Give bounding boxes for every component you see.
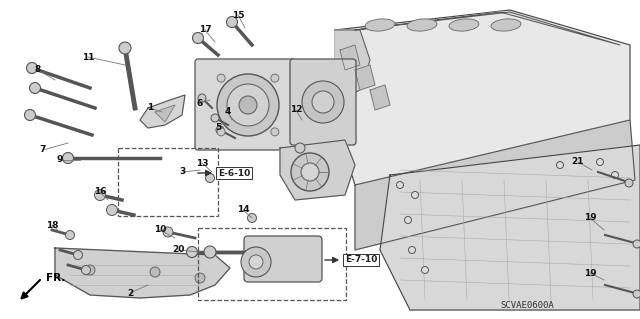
Ellipse shape	[365, 19, 395, 31]
Text: 17: 17	[198, 26, 211, 34]
Circle shape	[193, 33, 204, 43]
Text: 10: 10	[154, 226, 166, 234]
Polygon shape	[355, 65, 375, 90]
Ellipse shape	[227, 84, 269, 126]
Circle shape	[217, 74, 225, 82]
Ellipse shape	[312, 91, 334, 113]
Circle shape	[408, 247, 415, 254]
Text: 19: 19	[584, 213, 596, 222]
Text: 1: 1	[147, 103, 153, 113]
Ellipse shape	[302, 81, 344, 123]
Circle shape	[119, 42, 131, 54]
Text: 18: 18	[45, 220, 58, 229]
Text: 14: 14	[237, 205, 250, 214]
FancyBboxPatch shape	[195, 59, 296, 150]
Text: 13: 13	[196, 159, 208, 167]
Text: 15: 15	[232, 11, 244, 19]
Circle shape	[205, 174, 214, 182]
Text: 12: 12	[290, 106, 302, 115]
Ellipse shape	[491, 19, 521, 31]
Polygon shape	[335, 30, 370, 120]
Ellipse shape	[449, 19, 479, 31]
Circle shape	[633, 240, 640, 248]
Text: 11: 11	[82, 53, 94, 62]
Circle shape	[195, 273, 205, 283]
Circle shape	[26, 63, 38, 73]
Circle shape	[163, 227, 173, 237]
Circle shape	[186, 247, 198, 257]
Circle shape	[633, 290, 640, 298]
Text: 5: 5	[215, 122, 221, 131]
Circle shape	[95, 189, 106, 201]
FancyBboxPatch shape	[290, 59, 356, 145]
Text: SCVAE0600A: SCVAE0600A	[500, 300, 554, 309]
Text: 4: 4	[225, 108, 231, 116]
Polygon shape	[335, 10, 630, 185]
Circle shape	[74, 250, 83, 259]
Bar	[118, 148, 218, 216]
Ellipse shape	[407, 19, 437, 31]
Circle shape	[204, 246, 216, 258]
Circle shape	[216, 126, 224, 134]
Text: 6: 6	[197, 99, 203, 108]
Ellipse shape	[301, 163, 319, 181]
Circle shape	[397, 182, 403, 189]
Circle shape	[271, 74, 279, 82]
Text: 3: 3	[180, 167, 186, 176]
Circle shape	[241, 247, 271, 277]
Circle shape	[557, 161, 563, 168]
Text: 8: 8	[35, 65, 41, 75]
Text: 9: 9	[57, 155, 63, 165]
Ellipse shape	[291, 153, 329, 191]
Circle shape	[412, 191, 419, 198]
Polygon shape	[370, 85, 390, 110]
Circle shape	[625, 179, 633, 187]
Circle shape	[65, 231, 74, 240]
Circle shape	[227, 17, 237, 27]
Text: 21: 21	[572, 158, 584, 167]
Circle shape	[249, 255, 263, 269]
Text: FR.: FR.	[46, 273, 65, 283]
FancyBboxPatch shape	[244, 236, 322, 282]
Text: 2: 2	[127, 288, 133, 298]
Circle shape	[295, 143, 305, 153]
Circle shape	[81, 265, 90, 275]
Circle shape	[24, 109, 35, 121]
Circle shape	[271, 128, 279, 136]
Text: 19: 19	[584, 269, 596, 278]
Polygon shape	[155, 105, 175, 122]
Polygon shape	[340, 45, 360, 70]
Polygon shape	[140, 95, 185, 128]
Circle shape	[150, 267, 160, 277]
Circle shape	[29, 83, 40, 93]
Polygon shape	[280, 140, 355, 200]
Circle shape	[248, 213, 257, 222]
Circle shape	[404, 217, 412, 224]
Ellipse shape	[217, 74, 279, 136]
Text: E-7-10: E-7-10	[345, 256, 378, 264]
Circle shape	[211, 114, 219, 122]
Circle shape	[596, 159, 604, 166]
Circle shape	[217, 128, 225, 136]
Circle shape	[106, 204, 118, 216]
Polygon shape	[55, 248, 230, 298]
Circle shape	[611, 172, 618, 179]
Text: 7: 7	[40, 145, 46, 154]
Text: 20: 20	[172, 246, 184, 255]
Circle shape	[422, 266, 429, 273]
Ellipse shape	[239, 96, 257, 114]
Polygon shape	[380, 145, 640, 310]
Polygon shape	[355, 12, 620, 45]
Text: 16: 16	[93, 188, 106, 197]
Text: E-6-10: E-6-10	[218, 168, 250, 177]
Polygon shape	[355, 120, 635, 250]
Circle shape	[198, 94, 206, 102]
Circle shape	[63, 152, 74, 164]
Bar	[198, 228, 346, 300]
Circle shape	[85, 265, 95, 275]
